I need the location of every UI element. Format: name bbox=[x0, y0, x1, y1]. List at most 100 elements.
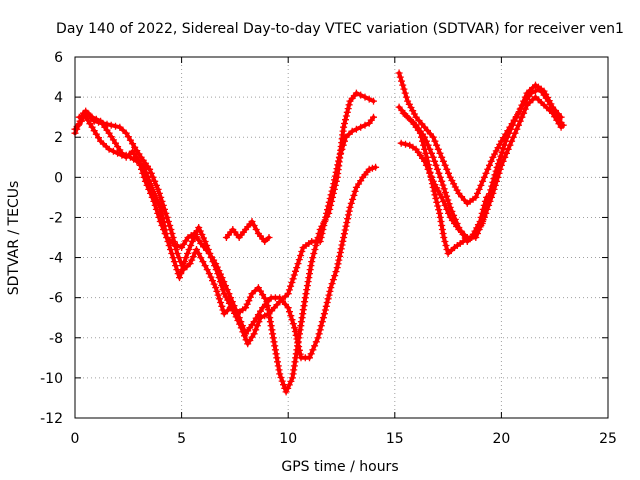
data-point bbox=[95, 118, 102, 126]
data-point bbox=[315, 330, 323, 338]
data-point bbox=[433, 198, 441, 206]
data-point bbox=[299, 306, 307, 314]
data-point bbox=[294, 260, 302, 268]
data-point bbox=[201, 262, 209, 270]
data-point bbox=[509, 133, 517, 141]
data-point bbox=[503, 133, 511, 141]
data-point bbox=[479, 177, 487, 185]
data-point bbox=[429, 153, 437, 161]
data-point bbox=[218, 302, 226, 310]
data-point bbox=[291, 358, 299, 366]
data-point bbox=[245, 297, 253, 305]
data-point bbox=[503, 149, 510, 157]
y-axis-label: SDTVAR / TECUs bbox=[6, 181, 22, 296]
data-point bbox=[430, 187, 438, 195]
data-point bbox=[518, 113, 526, 121]
data-point bbox=[176, 274, 183, 282]
data-point bbox=[242, 336, 250, 344]
data-point bbox=[500, 141, 508, 149]
data-point bbox=[472, 193, 480, 201]
data-point bbox=[345, 207, 353, 215]
data-point bbox=[421, 145, 429, 153]
data-point bbox=[326, 205, 334, 213]
data-point bbox=[285, 381, 293, 389]
data-point bbox=[521, 105, 529, 113]
data-point bbox=[166, 222, 174, 229]
data-point bbox=[169, 234, 177, 241]
data-point bbox=[267, 322, 275, 330]
data-point bbox=[436, 173, 444, 181]
data-point bbox=[199, 258, 207, 266]
data-point bbox=[348, 127, 356, 135]
data-point bbox=[365, 95, 373, 103]
axis-layer: 0 5 10 15 20 25 -12 -10 -8 -6 -4 -2 0 2 4 6 bbox=[40, 50, 617, 447]
data-point bbox=[401, 89, 409, 97]
data-point bbox=[274, 358, 281, 366]
data-point bbox=[502, 137, 510, 145]
data-point bbox=[335, 256, 343, 264]
data-point bbox=[261, 312, 269, 320]
data-point bbox=[105, 145, 113, 153]
data-point bbox=[442, 242, 450, 249]
data-point bbox=[155, 213, 163, 221]
data-point bbox=[450, 211, 458, 219]
data-point bbox=[337, 245, 345, 253]
data-point bbox=[303, 282, 311, 290]
data-point bbox=[268, 326, 276, 334]
data-point bbox=[342, 112, 350, 120]
data-point bbox=[397, 139, 405, 147]
data-point bbox=[293, 346, 301, 354]
data-point bbox=[193, 246, 200, 253]
data-point bbox=[419, 137, 426, 145]
data-point bbox=[129, 140, 137, 148]
data-point bbox=[103, 120, 111, 128]
data-point bbox=[418, 133, 425, 141]
data-point bbox=[482, 169, 490, 177]
data-point bbox=[90, 117, 98, 125]
data-point bbox=[474, 189, 481, 197]
data-point bbox=[207, 273, 215, 281]
data-point bbox=[227, 304, 235, 312]
data-point bbox=[292, 267, 299, 275]
data-point bbox=[520, 109, 528, 117]
data-point bbox=[443, 246, 451, 253]
data-point bbox=[175, 254, 183, 262]
data-point bbox=[257, 287, 264, 295]
data-point bbox=[148, 193, 156, 201]
data-point bbox=[289, 320, 297, 328]
data-point bbox=[345, 130, 353, 138]
data-point bbox=[223, 307, 231, 315]
data-point bbox=[436, 149, 444, 157]
series-track-4 bbox=[222, 218, 273, 245]
series-track-2 bbox=[71, 109, 380, 362]
data-point bbox=[498, 148, 506, 156]
data-point bbox=[295, 256, 303, 264]
data-point bbox=[223, 286, 231, 294]
x-tick-label: 10 bbox=[279, 431, 297, 447]
x-axis-label: GPS time / hours bbox=[281, 459, 398, 475]
data-point bbox=[302, 290, 310, 298]
data-point bbox=[154, 185, 162, 193]
data-point bbox=[483, 193, 490, 201]
data-point bbox=[441, 189, 449, 196]
data-point bbox=[220, 310, 228, 318]
data-point bbox=[213, 287, 221, 295]
data-point bbox=[312, 338, 320, 346]
data-point bbox=[74, 121, 82, 129]
data-point bbox=[136, 161, 144, 169]
data-point bbox=[286, 308, 293, 316]
data-point bbox=[329, 193, 336, 201]
data-point bbox=[250, 222, 258, 229]
y-tick-label: 4 bbox=[54, 90, 63, 106]
data-point bbox=[114, 149, 122, 157]
data-point bbox=[146, 165, 154, 173]
data-point bbox=[217, 270, 224, 278]
data-point bbox=[151, 201, 159, 209]
data-point bbox=[178, 262, 186, 270]
data-point bbox=[453, 220, 461, 227]
data-point bbox=[269, 330, 277, 338]
data-point bbox=[122, 153, 130, 161]
data-point bbox=[342, 116, 349, 124]
data-point bbox=[372, 163, 380, 171]
